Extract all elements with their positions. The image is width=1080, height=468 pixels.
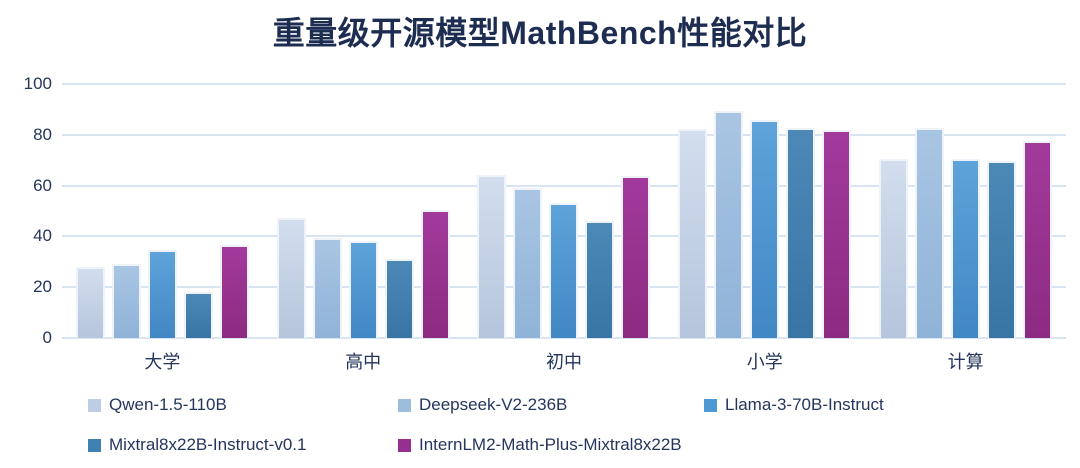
legend-item-2: Deepseek-V2-236B xyxy=(398,395,704,415)
legend-label: Llama-3-70B-Instruct xyxy=(725,395,884,414)
bar-series-3-group-3 xyxy=(549,203,579,338)
bar-series-1-group-5 xyxy=(879,159,909,338)
legend-row: Mixtral8x22B-Instruct-v0.1 InternLM2-Math… xyxy=(88,432,1048,458)
x-axis-label-5: 计算 xyxy=(947,352,984,372)
bar-group-2 xyxy=(263,84,464,338)
bar-series-4-group-2 xyxy=(384,258,414,338)
bar-series-3-group-4 xyxy=(750,119,780,338)
gridline xyxy=(62,184,1066,187)
bar-group-4 xyxy=(664,84,865,338)
bar-series-3-group-1 xyxy=(147,249,177,338)
bar-group-1 xyxy=(62,84,263,338)
bar-series-2-group-5 xyxy=(915,127,945,338)
gridline xyxy=(62,337,1066,339)
bar-series-4-group-4 xyxy=(786,127,816,338)
legend-swatch-icon xyxy=(88,438,101,452)
legend-item-4: Mixtral8x22B-Instruct-v0.1 xyxy=(88,435,398,455)
y-axis-tick-label: 100 xyxy=(23,74,52,93)
legend-swatch-icon xyxy=(398,438,411,452)
x-axis-labels: 大学 高中 初中 小学 计算 xyxy=(62,348,1066,374)
chart-title: 重量级开源模型MathBench性能对比 xyxy=(272,15,808,51)
bar-series-5-group-2 xyxy=(420,210,450,338)
legend: Qwen-1.5-110B Deepseek-V2-236B Llama-3-70B… xyxy=(88,392,1048,468)
bar-series-5-group-1 xyxy=(219,244,249,338)
gridline xyxy=(62,133,1066,136)
plot-area: 100 80 60 40 20 0 xyxy=(24,74,1066,347)
bar-group-5 xyxy=(865,84,1066,338)
bar-series-5-group-3 xyxy=(621,176,651,338)
y-axis-tick-label: 20 xyxy=(33,277,52,297)
x-axis-label-1: 大学 xyxy=(144,352,181,372)
y-axis-tick-label: 60 xyxy=(33,175,52,195)
y-axis-tick-label: 0 xyxy=(42,328,52,347)
y-axis-tick-label: 40 xyxy=(33,226,52,246)
bar-series-3-group-5 xyxy=(951,159,981,338)
legend-label: Deepseek-V2-236B xyxy=(419,395,568,414)
bar-group-3 xyxy=(464,84,665,338)
bar-series-1-group-2 xyxy=(276,217,306,338)
bar-series-3-group-2 xyxy=(348,240,378,338)
bar-series-2-group-4 xyxy=(714,111,744,338)
legend-item-1: Qwen-1.5-110B xyxy=(88,395,398,415)
legend-item-5: InternLM2-Math-Plus-Mixtral8x22B xyxy=(398,435,704,455)
bar-series-1-group-1 xyxy=(75,266,105,338)
bar-series-2-group-1 xyxy=(111,263,141,338)
bar-series-5-group-4 xyxy=(822,129,852,338)
gridline xyxy=(62,83,1066,85)
bar-series-2-group-3 xyxy=(513,188,543,338)
x-axis-label-4: 小学 xyxy=(746,352,783,372)
x-axis-label-3: 初中 xyxy=(545,352,582,372)
legend-swatch-icon xyxy=(398,398,411,412)
legend-item-3: Llama-3-70B-Instruct xyxy=(704,395,884,415)
bar-series-4-group-1 xyxy=(183,292,213,338)
y-axis-tick-label: 80 xyxy=(33,124,52,144)
bar-groups xyxy=(62,84,1066,338)
x-axis-label-2: 高中 xyxy=(345,352,382,372)
bar-series-1-group-3 xyxy=(477,175,507,338)
legend-label: Mixtral8x22B-Instruct-v0.1 xyxy=(109,435,307,454)
legend-row: Qwen-1.5-110B Deepseek-V2-236B Llama-3-70B… xyxy=(88,392,1048,418)
bar-series-4-group-5 xyxy=(987,161,1017,338)
bar-series-5-group-5 xyxy=(1023,141,1053,338)
legend-swatch-icon xyxy=(88,398,101,412)
legend-swatch-icon xyxy=(704,398,717,412)
bar-series-2-group-2 xyxy=(312,238,342,338)
legend-label: InternLM2-Math-Plus-Mixtral8x22B xyxy=(419,435,682,454)
legend-label: Qwen-1.5-110B xyxy=(109,395,227,414)
bar-series-1-group-4 xyxy=(678,128,708,338)
bar-series-4-group-3 xyxy=(585,221,615,338)
